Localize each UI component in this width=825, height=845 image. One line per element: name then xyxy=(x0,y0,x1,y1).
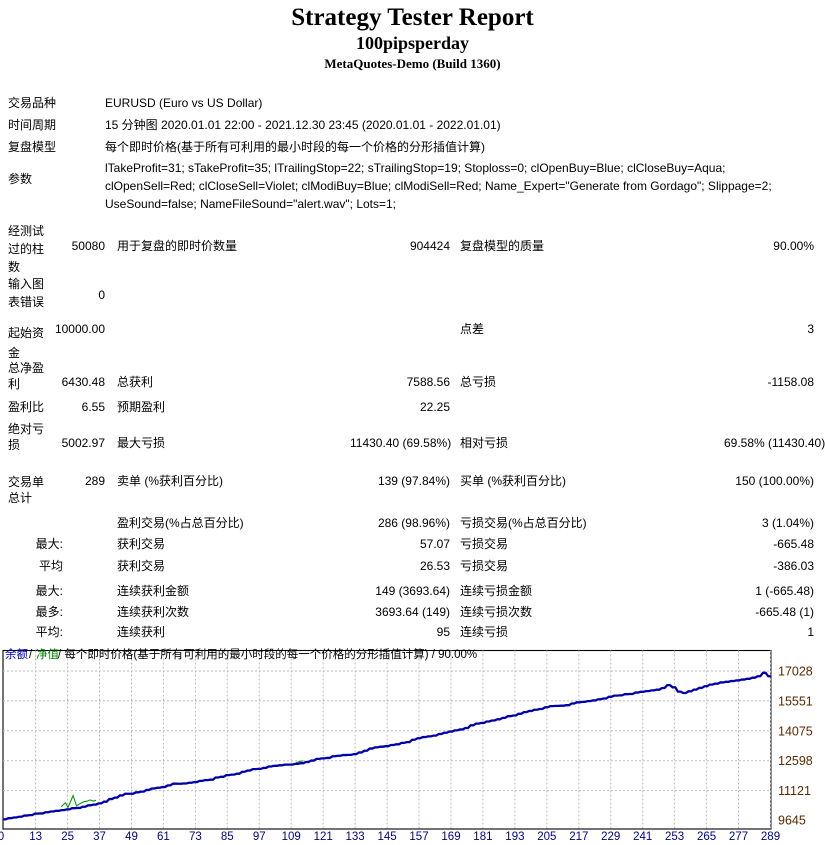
svg-text:17028: 17028 xyxy=(778,665,813,679)
svg-text:205: 205 xyxy=(537,831,556,843)
svg-text:289: 289 xyxy=(761,831,780,843)
svg-text:14075: 14075 xyxy=(778,724,813,738)
svg-text:73: 73 xyxy=(189,831,202,843)
svg-text:12598: 12598 xyxy=(778,754,813,768)
svg-text:241: 241 xyxy=(633,831,652,843)
svg-text:97: 97 xyxy=(253,831,266,843)
svg-text:余额: 余额 xyxy=(5,648,28,661)
svg-text:169: 169 xyxy=(441,831,460,843)
svg-text:13: 13 xyxy=(29,831,42,843)
svg-text:净值: 净值 xyxy=(36,648,59,661)
svg-text:253: 253 xyxy=(665,831,684,843)
svg-text:181: 181 xyxy=(473,831,492,843)
svg-text:193: 193 xyxy=(505,831,524,843)
svg-text:109: 109 xyxy=(282,831,301,843)
svg-text:11121: 11121 xyxy=(778,784,811,798)
svg-text:277: 277 xyxy=(729,831,748,843)
svg-text:49: 49 xyxy=(125,831,138,843)
svg-text:37: 37 xyxy=(93,831,106,843)
svg-text:61: 61 xyxy=(157,831,170,843)
svg-text:9645: 9645 xyxy=(778,814,806,828)
svg-text:157: 157 xyxy=(409,831,428,843)
svg-text:145: 145 xyxy=(378,831,397,843)
svg-text:121: 121 xyxy=(314,831,333,843)
svg-text:25: 25 xyxy=(61,831,74,843)
svg-text:265: 265 xyxy=(697,831,716,843)
svg-text:15551: 15551 xyxy=(778,694,813,708)
svg-text:217: 217 xyxy=(569,831,588,843)
svg-text:0: 0 xyxy=(0,831,4,843)
svg-text:85: 85 xyxy=(221,831,234,843)
svg-text:/ 每个即时价格(基于所有可利用的最小时段的每一个价格的分形: / 每个即时价格(基于所有可利用的最小时段的每一个价格的分形插值计算) / 90… xyxy=(58,648,477,661)
svg-text:229: 229 xyxy=(601,831,620,843)
svg-text:133: 133 xyxy=(346,831,365,843)
